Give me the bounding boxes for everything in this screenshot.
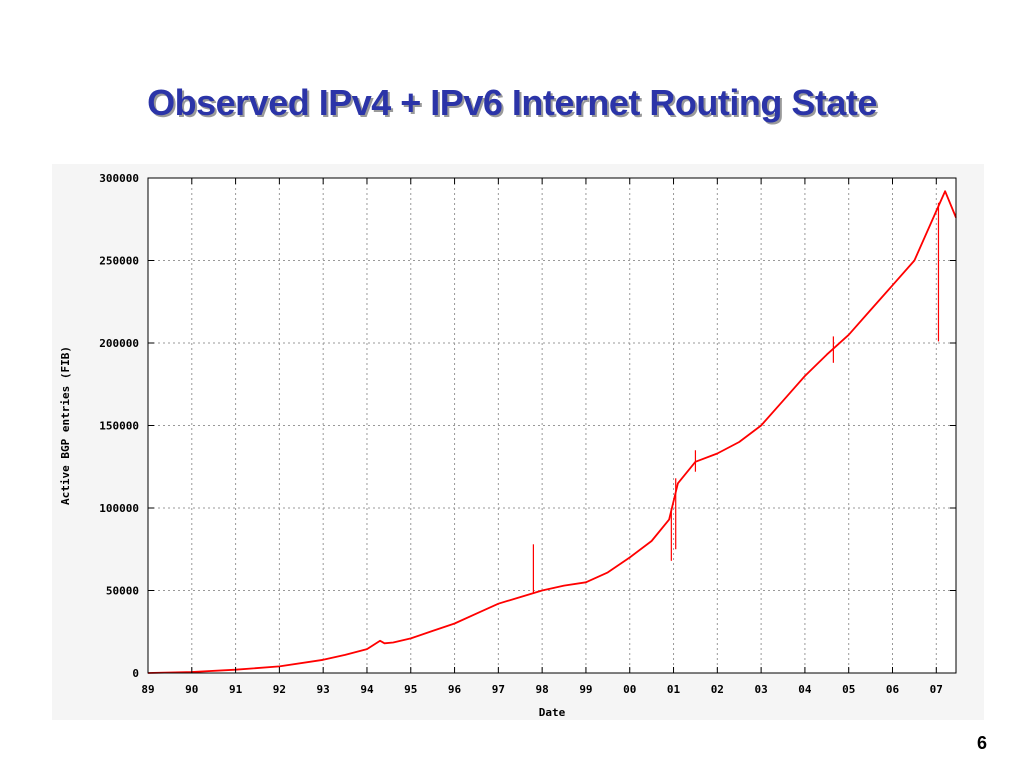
x-tick-label: 02	[711, 683, 724, 696]
x-tick-label: 95	[404, 683, 417, 696]
y-tick-label: 0	[132, 667, 139, 680]
chart-grid	[148, 178, 956, 673]
plot-background	[148, 178, 956, 673]
x-tick-label: 89	[141, 683, 154, 696]
x-tick-label: 00	[623, 683, 636, 696]
x-tick-label: 92	[273, 683, 286, 696]
page-number: 6	[976, 733, 987, 753]
x-tick-label: 97	[492, 683, 505, 696]
routing-state-chart: 0 50000 100000 150000 200000 250000 300000 89 90…	[59, 172, 957, 719]
x-tick-label: 01	[667, 683, 681, 696]
x-tick-label: 98	[536, 683, 549, 696]
x-tick-label: 93	[317, 683, 330, 696]
y-tick-label: 200000	[99, 337, 139, 350]
y-tick-label: 150000	[99, 420, 139, 433]
x-tick-label: 99	[579, 683, 592, 696]
x-tick-label: 91	[229, 683, 243, 696]
x-tick-label: 07	[930, 683, 943, 696]
y-tick-label: 300000	[99, 172, 139, 185]
x-tick-label: 03	[754, 683, 767, 696]
chart-series	[147, 190, 957, 674]
x-tick-label: 90	[185, 683, 198, 696]
x-axis-label: Date	[539, 706, 566, 719]
y-tick-label: 250000	[99, 255, 139, 268]
x-tick-label: 06	[886, 683, 900, 696]
x-tick-label: 04	[798, 683, 812, 696]
x-tick-label: 94	[360, 683, 374, 696]
series-line	[147, 190, 957, 674]
slide-title: Observed IPv4 + IPv6 Internet Routing St…	[147, 82, 877, 123]
x-tick-label: 05	[842, 683, 855, 696]
chart-ticks: 0 50000 100000 150000 200000 250000 300000 89 90…	[99, 172, 956, 696]
y-tick-label: 100000	[99, 502, 139, 515]
y-axis-label: Active BGP entries (FIB)	[59, 346, 72, 505]
y-tick-label: 50000	[106, 585, 139, 598]
x-tick-label: 96	[448, 683, 462, 696]
